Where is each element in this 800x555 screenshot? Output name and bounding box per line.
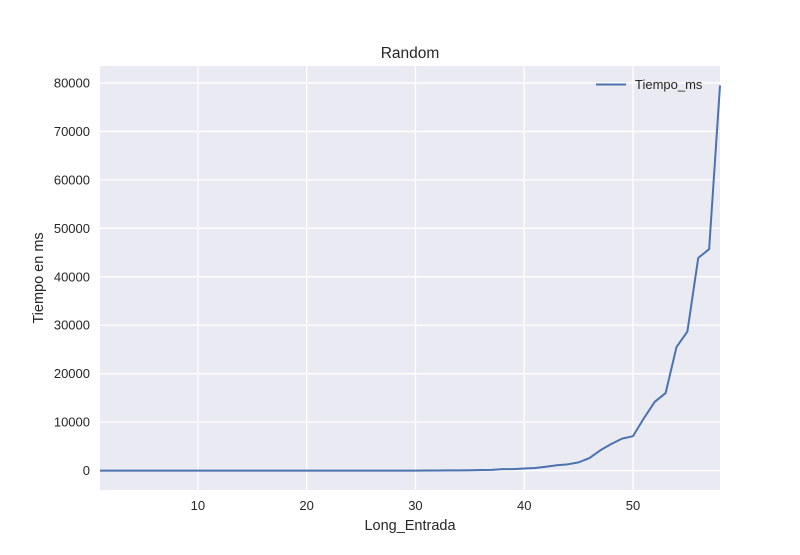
y-tick-label: 10000 — [54, 415, 90, 430]
y-tick-label: 40000 — [54, 269, 90, 284]
x-axis-label: Long_Entrada — [364, 518, 456, 534]
x-tick-label: 30 — [408, 498, 422, 513]
y-tick-labels: 0 10000 20000 30000 40000 50000 60000 70000 8000… — [54, 75, 90, 478]
y-tick-label: 50000 — [54, 221, 90, 236]
legend: Tiempo_ms — [596, 77, 703, 92]
y-tick-label: 80000 — [54, 75, 90, 90]
x-tick-label: 20 — [299, 498, 313, 513]
y-tick-label: 0 — [83, 463, 90, 478]
series-line-tiempo-ms — [100, 85, 721, 472]
chart-title: Random — [381, 45, 440, 62]
legend-label: Tiempo_ms — [635, 77, 703, 92]
y-tick-label: 30000 — [54, 318, 90, 333]
plot-background — [100, 66, 720, 490]
y-tick-label: 60000 — [54, 172, 90, 187]
y-axis-label: Tiempo en ms — [31, 232, 47, 323]
y-tick-label: 70000 — [54, 124, 90, 139]
x-tick-label: 50 — [626, 498, 640, 513]
x-tick-label: 40 — [517, 498, 531, 513]
x-tick-label: 10 — [191, 498, 205, 513]
x-tick-labels: 10 20 30 40 50 — [191, 498, 641, 513]
y-tick-label: 20000 — [54, 366, 90, 381]
series-lines — [100, 85, 721, 472]
